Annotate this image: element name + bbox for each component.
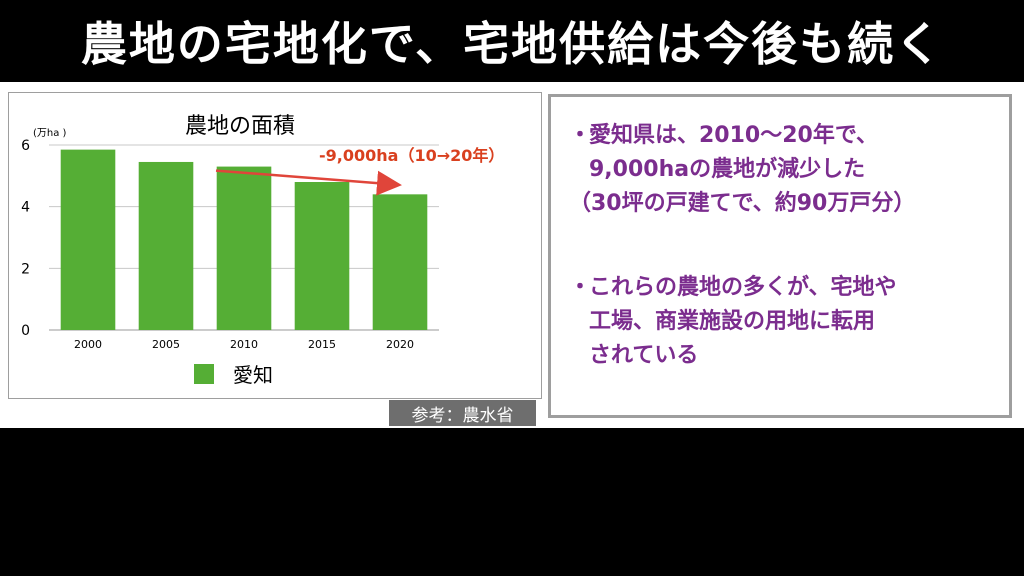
bullet-line: これらの農地の多くが、宅地や: [589, 275, 897, 300]
x-tick-label: 2005: [152, 338, 180, 351]
bar-2005: [138, 161, 194, 330]
bullet-marker: ・: [569, 123, 592, 148]
page-title: 農地の宅地化で、宅地供給は今後も続く: [0, 0, 1024, 82]
bullet-line: （30坪の戸建てで、約90万戸分）: [569, 191, 916, 216]
x-tick-label: 2010: [230, 338, 258, 351]
bar-2000: [60, 149, 116, 330]
decrease-annotation: -9,000ha（10→20年）: [319, 146, 504, 165]
bullet-line: 愛知県は、2010〜20年で、: [589, 123, 878, 148]
bullet-panel: ・愛知県は、2010〜20年で、 9,000haの農地が減少した （30坪の戸建…: [548, 94, 1012, 418]
bars: [60, 149, 428, 330]
slide-content: 農地の面積 (万ha ) 0 2 4 6 2000 2005 2010 2015 2020 -…: [0, 82, 1024, 428]
y-tick-label: 2: [21, 261, 30, 277]
bar-2020: [372, 194, 428, 330]
bar-chart: 農地の面積 (万ha ) 0 2 4 6 2000 2005 2010 2015 2020 -…: [21, 114, 504, 387]
chart-panel: 農地の面積 (万ha ) 0 2 4 6 2000 2005 2010 2015 2020 -…: [8, 92, 542, 399]
x-tick-label: 2020: [386, 338, 414, 351]
x-tick-labels: 2000 2005 2010 2015 2020: [74, 338, 414, 351]
y-tick-label: 6: [21, 138, 30, 154]
bullet-line: 9,000haの農地が減少した: [589, 157, 866, 182]
source-label: 参考：農水省: [389, 400, 536, 426]
legend-swatch: [194, 364, 214, 384]
x-tick-label: 2000: [74, 338, 102, 351]
bullet-line: されている: [589, 343, 699, 368]
y-tick-labels: 0 2 4 6: [21, 138, 30, 339]
y-tick-label: 4: [21, 200, 30, 216]
legend-label: 愛知: [233, 363, 273, 387]
bullet-marker: ・: [569, 275, 592, 300]
bar-2010: [216, 166, 272, 330]
bullet-item: ・愛知県は、2010〜20年で、 9,000haの農地が減少した （30坪の戸建…: [569, 119, 915, 221]
bullet-item: ・これらの農地の多くが、宅地や 工場、商業施設の用地に転用 されている: [569, 271, 897, 373]
y-unit-label: (万ha ): [33, 128, 67, 139]
x-tick-label: 2015: [308, 338, 336, 351]
y-tick-label: 0: [21, 323, 30, 339]
bullet-line: 工場、商業施設の用地に転用: [589, 309, 876, 334]
chart-title: 農地の面積: [185, 114, 295, 139]
bar-2015: [294, 182, 350, 330]
decrease-arrow: [215, 169, 402, 196]
